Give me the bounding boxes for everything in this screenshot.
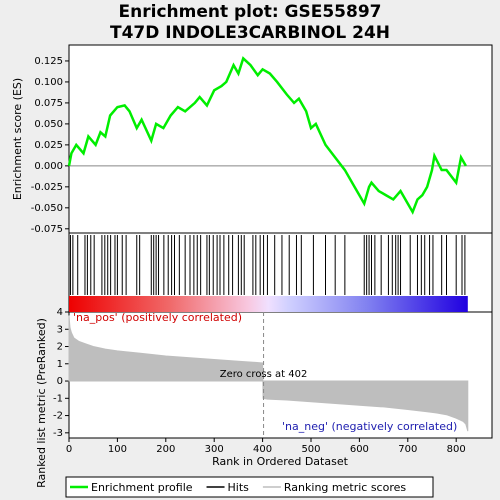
y-tick-label: -0.075	[31, 224, 63, 235]
rank-color-bar	[69, 296, 468, 312]
x-tick-label: 500	[301, 444, 320, 455]
y-tick-label: 0.050	[34, 119, 63, 130]
y-axis-label: Enrichment score (ES)	[11, 78, 24, 200]
y-tick-label: -0.050	[31, 203, 63, 214]
x-tick-label: 300	[205, 444, 224, 455]
y-tick-label: 0.125	[34, 56, 63, 67]
es-panel	[68, 44, 493, 234]
legend	[65, 476, 434, 498]
y-tick-label: 0	[57, 376, 63, 387]
y-axis-label: Ranked list metric (PreRanked)	[35, 318, 48, 488]
x-tick-label: 700	[398, 444, 417, 455]
es-line	[67, 56, 467, 215]
annotation: Zero cross at 402	[220, 369, 308, 380]
y-tick-label: 4	[57, 307, 63, 318]
y-tick-label: -3	[53, 428, 63, 439]
y-tick-label: 0.000	[34, 161, 63, 172]
chart-title: Enrichment plot: GSE55897 T47D INDOLE3CAR…	[110, 2, 390, 43]
legend-label: Enrichment profile	[91, 481, 193, 494]
x-tick-label: 600	[350, 444, 369, 455]
x-tick-label: 0	[66, 444, 72, 455]
x-tick-label: 100	[108, 444, 127, 455]
annotation: 'na_neg' (negatively correlated)	[282, 420, 457, 433]
y-tick-label: 2	[57, 342, 63, 353]
y-tick-label: -0.025	[31, 182, 63, 193]
y-tick-label: -2	[53, 411, 63, 422]
legend-label: Hits	[228, 481, 250, 494]
annotation: 'na_pos' (positively correlated)	[73, 311, 242, 324]
x-tick-label: 200	[156, 444, 175, 455]
y-tick-label: 3	[57, 324, 63, 335]
y-tick-label: 0.025	[34, 140, 63, 151]
y-tick-label: 0.100	[34, 77, 63, 88]
x-axis-label: Rank in Ordered Dataset	[212, 455, 349, 468]
y-tick-label: -1	[53, 393, 63, 404]
legend-label: Ranking metric scores	[284, 481, 406, 494]
y-tick-label: 0.075	[34, 98, 63, 109]
x-tick-label: 400	[253, 444, 272, 455]
y-tick-label: 1	[57, 359, 63, 370]
x-tick-label: 800	[447, 444, 466, 455]
